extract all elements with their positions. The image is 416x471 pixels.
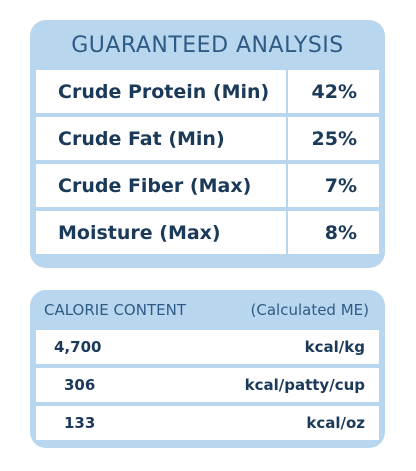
row-label: Crude Fiber (Max) bbox=[58, 174, 252, 197]
calorie-content-table: 4,700 kcal/kg 306 kcal/patty/cup 133 kca… bbox=[36, 330, 379, 444]
row-value: 8% bbox=[324, 221, 357, 244]
guaranteed-analysis-panel: GUARANTEED ANALYSIS Crude Protein (Min) … bbox=[30, 20, 385, 268]
row-value: 25% bbox=[311, 127, 357, 150]
row-value: 42% bbox=[311, 80, 357, 103]
table-row-moisture: Moisture (Max) 8% bbox=[36, 211, 379, 254]
row-label: Moisture (Max) bbox=[58, 221, 221, 244]
row-amount: 306 bbox=[64, 376, 96, 394]
row-label: Crude Protein (Min) bbox=[58, 80, 270, 103]
row-unit: kcal/kg bbox=[304, 338, 365, 356]
guaranteed-analysis-table: Crude Protein (Min) 42% Crude Fat (Min) … bbox=[36, 70, 379, 258]
table-row-kcal-per-patty: 306 kcal/patty/cup bbox=[36, 368, 379, 402]
calorie-content-subtitle: (Calculated ME) bbox=[250, 301, 369, 319]
row-value: 7% bbox=[324, 174, 357, 197]
table-row-kcal-per-kg: 4,700 kcal/kg bbox=[36, 330, 379, 364]
row-unit: kcal/oz bbox=[306, 414, 365, 432]
row-unit: kcal/patty/cup bbox=[244, 376, 365, 394]
column-divider bbox=[286, 211, 288, 254]
calorie-content-header: CALORIE CONTENT (Calculated ME) bbox=[30, 290, 385, 330]
column-divider bbox=[286, 70, 288, 113]
table-row-crude-protein: Crude Protein (Min) 42% bbox=[36, 70, 379, 113]
calorie-content-title: CALORIE CONTENT bbox=[44, 301, 186, 319]
calorie-content-panel: CALORIE CONTENT (Calculated ME) 4,700 kc… bbox=[30, 290, 385, 448]
guaranteed-analysis-title: GUARANTEED ANALYSIS bbox=[71, 32, 344, 58]
table-row-crude-fat: Crude Fat (Min) 25% bbox=[36, 117, 379, 160]
column-divider bbox=[286, 164, 288, 207]
row-amount: 4,700 bbox=[54, 338, 102, 356]
row-amount: 133 bbox=[64, 414, 96, 432]
column-divider bbox=[286, 117, 288, 160]
table-row-crude-fiber: Crude Fiber (Max) 7% bbox=[36, 164, 379, 207]
row-label: Crude Fat (Min) bbox=[58, 127, 225, 150]
table-row-kcal-per-oz: 133 kcal/oz bbox=[36, 406, 379, 440]
